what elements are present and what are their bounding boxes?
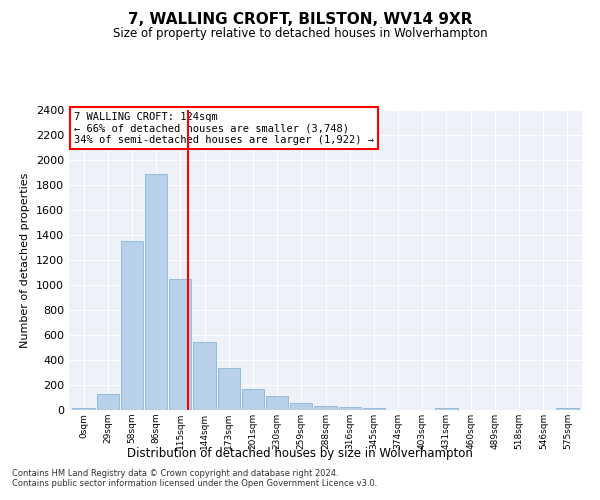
Bar	[73, 408, 95, 410]
Text: Contains HM Land Registry data © Crown copyright and database right 2024.: Contains HM Land Registry data © Crown c…	[12, 468, 338, 477]
Y-axis label: Number of detached properties: Number of detached properties	[20, 172, 31, 348]
Bar	[363, 408, 385, 410]
Bar	[290, 403, 313, 410]
Text: Contains public sector information licensed under the Open Government Licence v3: Contains public sector information licen…	[12, 478, 377, 488]
Text: 7 WALLING CROFT: 124sqm
← 66% of detached houses are smaller (3,748)
34% of semi: 7 WALLING CROFT: 124sqm ← 66% of detache…	[74, 112, 374, 144]
Text: 7, WALLING CROFT, BILSTON, WV14 9XR: 7, WALLING CROFT, BILSTON, WV14 9XR	[128, 12, 472, 28]
Bar	[169, 279, 191, 410]
Bar	[338, 407, 361, 410]
Bar	[556, 408, 578, 410]
Bar	[436, 408, 458, 410]
Bar	[266, 396, 288, 410]
Text: Distribution of detached houses by size in Wolverhampton: Distribution of detached houses by size …	[127, 448, 473, 460]
Bar	[97, 394, 119, 410]
Bar	[193, 342, 215, 410]
Bar	[218, 368, 240, 410]
Bar	[121, 242, 143, 410]
Bar	[145, 174, 167, 410]
Text: Size of property relative to detached houses in Wolverhampton: Size of property relative to detached ho…	[113, 28, 487, 40]
Bar	[314, 406, 337, 410]
Bar	[242, 390, 264, 410]
